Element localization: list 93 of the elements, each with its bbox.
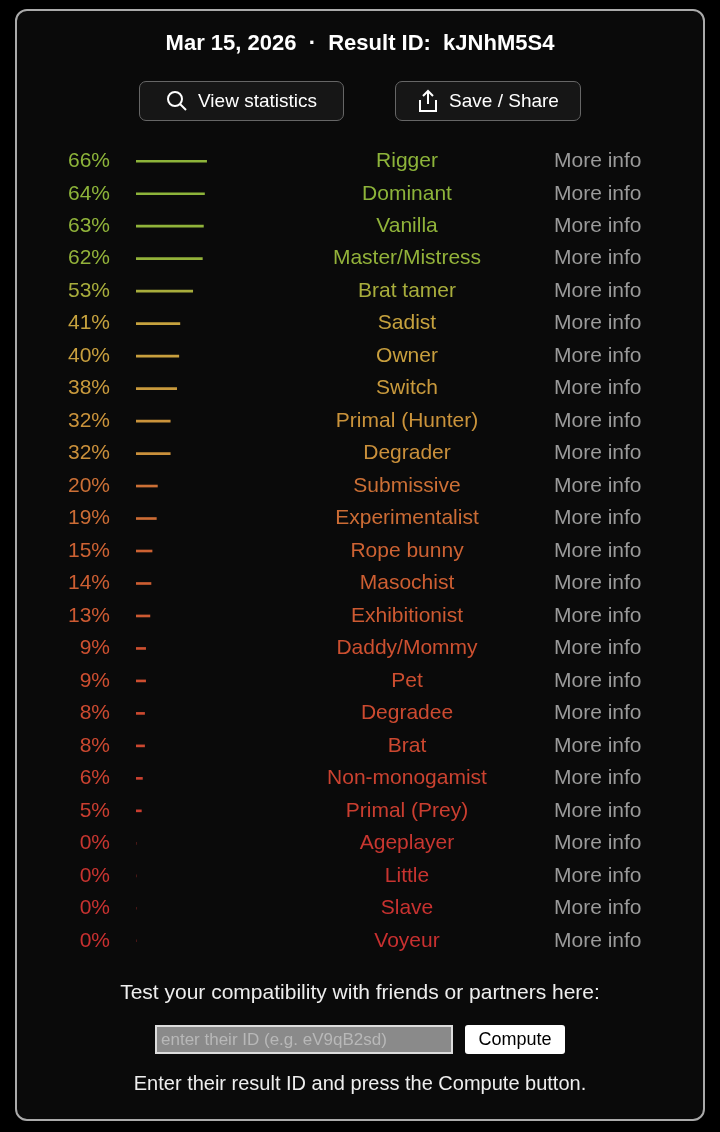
- bar: [136, 257, 203, 261]
- y-tick-label: Ageplayer: [359, 830, 455, 854]
- y-tick-label: Slave: [380, 895, 434, 919]
- y-tick-label: Brat tamer: [357, 277, 457, 301]
- y-tick-label: Primal (Prey): [345, 797, 469, 821]
- data-label: 62%: [67, 245, 110, 269]
- bar: [136, 452, 171, 455]
- data-label: 14%: [67, 570, 110, 594]
- data-label: 6%: [79, 765, 110, 789]
- text: More info: [554, 830, 642, 854]
- bar: [136, 777, 143, 780]
- text: More info: [554, 537, 642, 561]
- text: More info: [554, 505, 642, 529]
- text: More info: [554, 862, 642, 886]
- bar: [136, 192, 205, 196]
- data-label: 66%: [67, 148, 110, 172]
- data-label: 5%: [79, 797, 110, 821]
- y-tick-label: Sadist: [377, 310, 437, 334]
- text: More info: [554, 180, 642, 204]
- text: View statistics: [198, 90, 317, 112]
- text: More info: [554, 407, 642, 431]
- y-tick-label: Rope bunny: [350, 537, 465, 561]
- y-tick-label: Degrader: [363, 440, 451, 464]
- text: More info: [554, 472, 642, 496]
- text: Save / Share: [449, 90, 559, 112]
- data-label: 9%: [79, 667, 110, 691]
- y-tick-label: Brat: [387, 732, 427, 756]
- text: More info: [554, 700, 642, 724]
- bar: [136, 387, 177, 390]
- y-tick-label: Submissive: [353, 472, 461, 496]
- data-label: 0%: [79, 830, 110, 854]
- text: More info: [554, 895, 642, 919]
- text: More info: [554, 342, 642, 366]
- data-label: 9%: [79, 635, 110, 659]
- data-label: 8%: [79, 700, 110, 724]
- text: More info: [554, 375, 642, 399]
- data-label: 19%: [67, 505, 110, 529]
- data-label: 0%: [79, 927, 110, 951]
- bar: [136, 159, 207, 163]
- text: More info: [554, 602, 642, 626]
- text: More info: [554, 635, 642, 659]
- y-tick-label: Non-monogamist: [327, 765, 488, 789]
- data-label: 32%: [67, 407, 110, 431]
- data-label: 32%: [67, 440, 110, 464]
- data-label: 0%: [79, 895, 110, 919]
- bar: [136, 582, 152, 585]
- text: Enter their result ID and press the Compute button.: [132, 1071, 588, 1095]
- text: More info: [554, 797, 642, 821]
- data-label: 64%: [67, 180, 110, 204]
- y-tick-label: Primal (Hunter): [335, 407, 479, 431]
- bar: [136, 224, 204, 228]
- text: More info: [554, 277, 642, 301]
- y-tick-label: Voyeur: [374, 927, 440, 951]
- text: More info: [554, 310, 642, 334]
- y-tick-label: Dominant: [362, 180, 453, 204]
- text: More info: [554, 667, 642, 691]
- data-label: 41%: [67, 310, 110, 334]
- y-tick-label: Exhibitionist: [350, 602, 464, 626]
- text: Compute: [465, 1025, 565, 1054]
- data-label: 15%: [67, 537, 110, 561]
- text: More info: [554, 148, 642, 172]
- y-tick-label: Switch: [376, 375, 438, 399]
- text: More info: [554, 927, 642, 951]
- text: More info: [554, 732, 642, 756]
- y-tick-label: Rigger: [376, 148, 438, 172]
- text: More info: [554, 245, 642, 269]
- data-label: 0%: [79, 862, 110, 886]
- data-label: 38%: [67, 375, 110, 399]
- y-tick-label: Daddy/Mommy: [336, 635, 479, 659]
- y-tick-label: Master/Mistress: [332, 245, 482, 269]
- text: More info: [554, 440, 642, 464]
- data-label: 40%: [67, 342, 110, 366]
- bar: [136, 322, 181, 325]
- text: More info: [554, 765, 642, 789]
- data-label: 53%: [67, 277, 110, 301]
- text: More info: [554, 570, 642, 594]
- data-label: 63%: [67, 213, 110, 236]
- data-label: 13%: [67, 602, 110, 626]
- data-label: 8%: [79, 732, 110, 756]
- y-tick-label: Little: [384, 862, 430, 886]
- y-tick-label: Owner: [376, 342, 438, 366]
- bar: [136, 647, 146, 650]
- y-tick-label: Experimentalist: [335, 505, 479, 529]
- text: Test your compatibility with friends or partners here:: [119, 980, 601, 1004]
- bar: [136, 712, 145, 715]
- text: Mar 15, 2026 · Result ID: kJNhM5S4: [164, 30, 556, 56]
- text: More info: [554, 213, 642, 236]
- data-label: 20%: [67, 472, 110, 496]
- y-tick-label: Masochist: [359, 570, 455, 594]
- bar: [136, 517, 157, 520]
- y-tick-label: Pet: [391, 667, 423, 691]
- y-tick-label: Vanilla: [376, 213, 439, 236]
- y-tick-label: Degradee: [360, 700, 454, 724]
